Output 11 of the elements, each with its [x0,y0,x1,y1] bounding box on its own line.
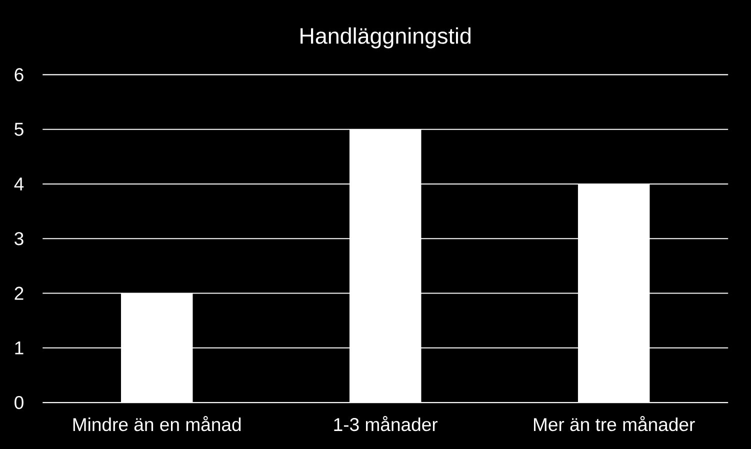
y-tick-label: 6 [14,68,24,82]
chart-title: Handläggningstid [300,27,470,48]
y-tick-label: 5 [14,122,24,136]
y-tick-label: 2 [14,286,24,300]
x-tick-label: 1-3 månader [334,416,438,431]
x-tick-label: Mer än tre månader [534,416,695,431]
y-tick-label: 3 [14,232,24,246]
y-tick-label: 4 [14,177,24,190]
x-tick-label: Mindre än en månad [73,416,241,431]
y-tick-label: 0 [14,396,24,409]
y-tick-label: 1 [15,341,24,354]
